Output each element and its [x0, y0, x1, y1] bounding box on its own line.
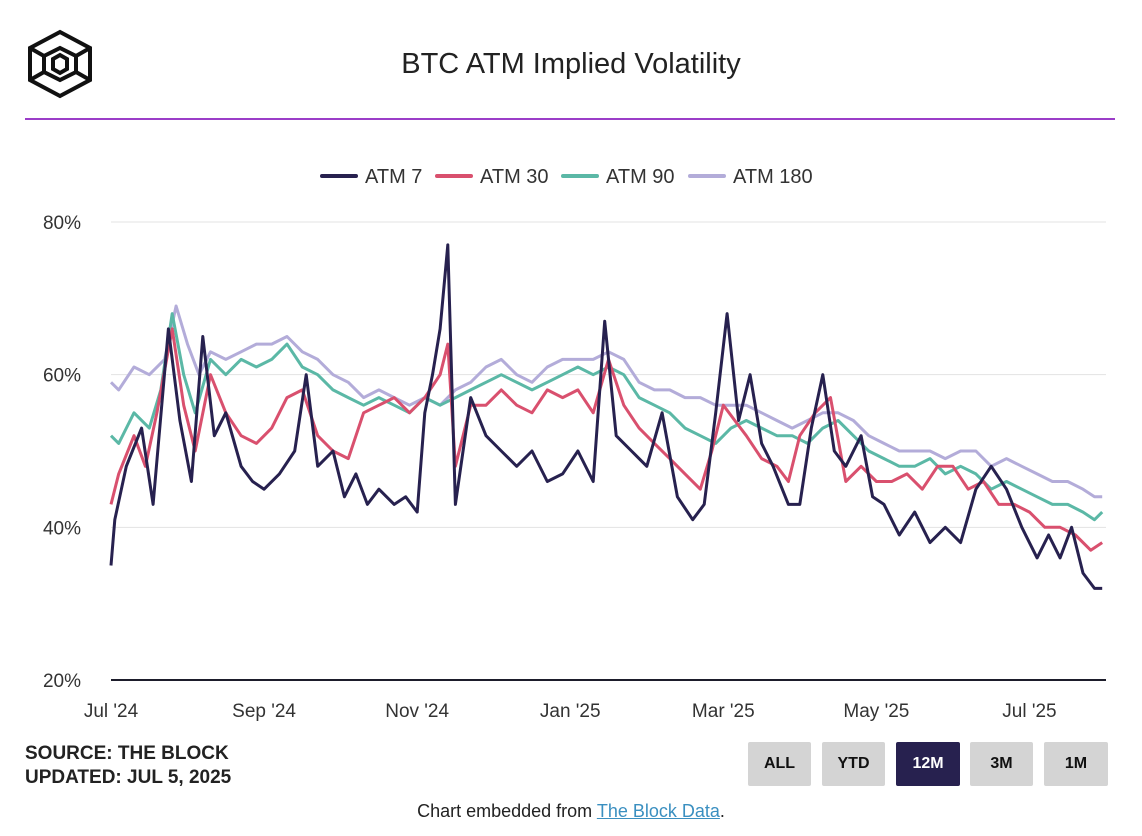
- embed-suffix: .: [719, 801, 725, 821]
- x-tick-label: Sep '24: [232, 701, 296, 722]
- embed-note: Chart embedded from The Block Data.: [0, 801, 1142, 822]
- x-tick-label: May '25: [843, 701, 909, 722]
- legend-label: ATM 180: [733, 166, 813, 188]
- embed-prefix: Chart embedded from: [417, 801, 597, 821]
- updated-label: UPDATED: JUL 5, 2025: [25, 767, 232, 788]
- series-line-atm-7: [109, 243, 1103, 590]
- range-button-12m[interactable]: 12M: [896, 742, 960, 786]
- range-button-1m[interactable]: 1M: [1044, 742, 1108, 786]
- x-axis-ticks: Jul '24 Sep '24 Nov '24 Jan '25 Mar '25 May '…: [84, 701, 1057, 722]
- y-tick-label: 60%: [43, 366, 81, 387]
- source-label: SOURCE: THE BLOCK: [25, 743, 229, 764]
- y-tick-label: 40%: [43, 518, 81, 539]
- chart-title: BTC ATM Implied Volatility: [401, 48, 741, 80]
- x-tick-label: Jul '24: [84, 701, 139, 722]
- source-block: SOURCE: THE BLOCK UPDATED: JUL 5, 2025: [25, 742, 231, 790]
- legend-label: ATM 7: [365, 166, 422, 188]
- the-block-logo-icon: [28, 29, 92, 99]
- series-lines: [109, 243, 1104, 590]
- x-tick-label: Nov '24: [385, 701, 449, 722]
- legend-label: ATM 30: [480, 166, 549, 188]
- chart-area: ATM 7 ATM 30 ATM 90 ATM 180 20% 40% 60% 80% Ju…: [43, 166, 1106, 722]
- range-button-ytd[interactable]: YTD: [822, 742, 885, 786]
- x-tick-label: Mar '25: [692, 701, 755, 722]
- x-tick-label: Jan '25: [540, 701, 601, 722]
- range-button-all[interactable]: ALL: [748, 742, 811, 786]
- legend-label: ATM 90: [606, 166, 675, 188]
- x-tick-label: Jul '25: [1002, 701, 1056, 722]
- header-divider: [25, 118, 1115, 120]
- the-block-data-link[interactable]: The Block Data: [596, 801, 720, 821]
- y-axis-ticks: 20% 40% 60% 80%: [43, 213, 81, 692]
- y-tick-label: 80%: [43, 213, 81, 234]
- series-line-atm-30: [109, 327, 1104, 552]
- legend: ATM 7 ATM 30 ATM 90 ATM 180: [320, 166, 813, 188]
- y-tick-label: 20%: [43, 671, 81, 692]
- gridlines: [111, 221, 1106, 681]
- range-button-3m[interactable]: 3M: [970, 742, 1033, 786]
